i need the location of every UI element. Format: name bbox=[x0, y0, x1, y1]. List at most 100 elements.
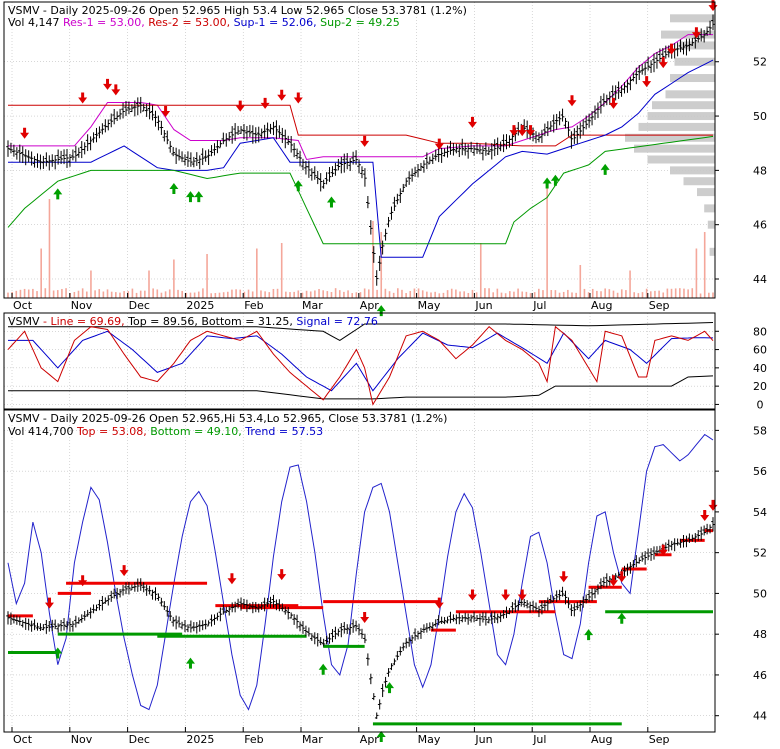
volume-bar bbox=[616, 292, 619, 298]
volume-bar bbox=[359, 292, 362, 298]
volume-bar bbox=[712, 292, 714, 298]
buy-arrow bbox=[376, 731, 386, 742]
bottom-line bbox=[8, 375, 714, 400]
volume-bar bbox=[397, 288, 399, 298]
volume-bar bbox=[417, 288, 420, 298]
sell-arrow bbox=[517, 125, 527, 137]
volume-bar bbox=[15, 290, 18, 298]
sell-arrow bbox=[501, 589, 511, 601]
volume-bar bbox=[285, 291, 287, 298]
volume-bar bbox=[683, 288, 685, 298]
header-field: Vol 414,700 bbox=[8, 425, 73, 438]
volume-bar bbox=[305, 290, 308, 298]
volume-bar bbox=[98, 289, 101, 298]
header-field: Res-1 = 53.00, bbox=[59, 16, 144, 29]
volume-bar bbox=[421, 290, 424, 298]
y-tick-label: 48 bbox=[753, 628, 767, 641]
volume-bar bbox=[52, 290, 55, 298]
volume-profile-bar bbox=[652, 101, 715, 110]
volume-bar bbox=[148, 270, 150, 298]
volume-bar bbox=[293, 291, 295, 298]
volume-bar bbox=[484, 288, 486, 298]
volume-bar bbox=[392, 292, 395, 298]
volume-bar bbox=[488, 288, 490, 298]
sell-arrow bbox=[360, 611, 370, 623]
y-tick-label: 60 bbox=[753, 344, 767, 357]
volume-bar bbox=[367, 289, 370, 298]
price-panel-frame bbox=[3, 1, 716, 299]
volume-bar bbox=[177, 289, 179, 298]
volume-bar bbox=[314, 290, 316, 298]
x-tick-label: Aug bbox=[591, 299, 612, 312]
volume-bar bbox=[575, 292, 577, 298]
price-header-line2: Vol 4,147 Res-1 = 53.00, Res-2 = 53.00, … bbox=[8, 16, 400, 29]
volume-bar bbox=[94, 290, 96, 298]
volume-bar bbox=[388, 291, 391, 298]
x-tick-label: May bbox=[418, 733, 441, 745]
sell-arrow bbox=[360, 135, 370, 147]
volume-bar bbox=[197, 291, 200, 298]
volume-bar bbox=[691, 288, 694, 298]
volume-bar bbox=[455, 289, 457, 298]
volume-bar bbox=[596, 290, 598, 298]
volume-bar bbox=[513, 291, 515, 298]
x-tick-label: Nov bbox=[71, 299, 93, 312]
volume-bar bbox=[708, 292, 710, 298]
volume-bar bbox=[168, 289, 171, 298]
x-tick-label: Dec bbox=[129, 733, 150, 745]
volume-bar bbox=[297, 290, 300, 298]
volume-bar bbox=[322, 290, 324, 298]
sell-arrow bbox=[277, 89, 287, 101]
volume-profile-bar bbox=[670, 74, 715, 83]
volume-bar bbox=[695, 248, 698, 298]
resistance-2-line bbox=[8, 104, 713, 147]
volume-profile-bar bbox=[647, 112, 715, 121]
volume-bar bbox=[687, 289, 689, 298]
header-field: - Line = 69.69, bbox=[40, 315, 125, 328]
volume-bar bbox=[102, 291, 105, 298]
volume-bar bbox=[210, 293, 213, 298]
volume-bar bbox=[508, 291, 511, 298]
volume-bar bbox=[90, 270, 92, 298]
volume-bar bbox=[85, 291, 88, 298]
y-tick-label: 40 bbox=[753, 362, 767, 375]
volume-bar bbox=[56, 290, 59, 298]
header-field: Top = 89.56, Bottom = 31.25, bbox=[125, 315, 293, 328]
sell-arrow bbox=[708, 0, 718, 12]
volume-bar bbox=[181, 290, 183, 298]
x-tick-label: Jun bbox=[474, 733, 492, 745]
volume-bar bbox=[608, 289, 611, 298]
sell-arrow bbox=[44, 597, 54, 609]
buy-arrow bbox=[326, 196, 336, 208]
volume-bar bbox=[256, 248, 258, 298]
volume-bar bbox=[459, 291, 461, 298]
header-field: Trend = 57.53 bbox=[242, 425, 323, 438]
y-tick-label: 50 bbox=[753, 110, 767, 123]
x-tick-label: Apr bbox=[360, 299, 380, 312]
buy-arrow bbox=[550, 174, 560, 186]
signal-line bbox=[8, 330, 713, 392]
volume-bar bbox=[115, 292, 117, 298]
volume-bar bbox=[517, 288, 519, 298]
sell-arrow bbox=[78, 92, 88, 104]
volume-bar bbox=[500, 292, 503, 298]
volume-bar bbox=[654, 290, 656, 298]
x-tick-label: Feb bbox=[244, 733, 263, 745]
oscillator-panel-frame bbox=[3, 312, 716, 410]
top-line bbox=[8, 322, 714, 341]
volume-bar bbox=[36, 291, 38, 298]
sell-arrow bbox=[467, 116, 477, 128]
volume-bar bbox=[625, 290, 627, 298]
volume-bar bbox=[662, 292, 665, 298]
volume-bar bbox=[206, 254, 208, 298]
volume-bar bbox=[679, 288, 681, 298]
header-field: Signal = 72.76 bbox=[293, 315, 378, 328]
volume-bar bbox=[645, 288, 648, 298]
volume-bar bbox=[674, 288, 677, 298]
volume-profile-bar bbox=[665, 90, 715, 99]
y-tick-label: 52 bbox=[753, 56, 767, 69]
volume-bar bbox=[641, 292, 644, 298]
volume-bar bbox=[372, 221, 374, 298]
trend-header-line2: Vol 414,700 Top = 53.08, Bottom = 49.10,… bbox=[8, 425, 323, 438]
volume-bar bbox=[226, 291, 229, 298]
